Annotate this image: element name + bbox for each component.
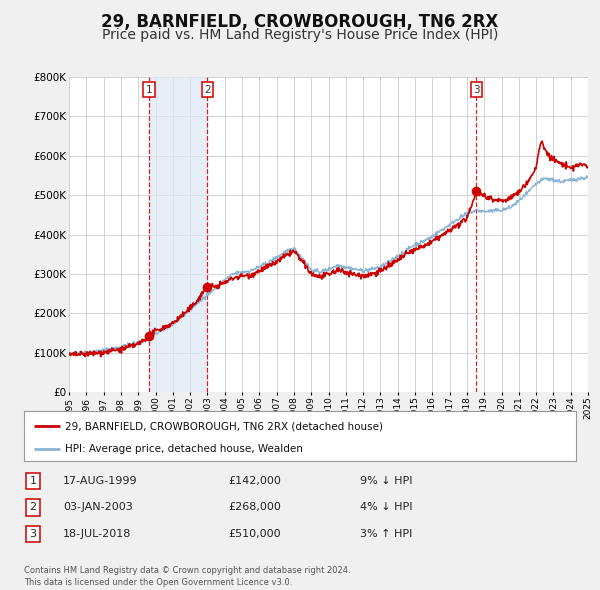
- Text: 03-JAN-2003: 03-JAN-2003: [63, 503, 133, 512]
- Point: [472, 186, 481, 196]
- Text: £268,000: £268,000: [228, 503, 281, 512]
- Text: 1: 1: [146, 84, 152, 94]
- Text: £142,000: £142,000: [228, 476, 281, 486]
- Text: 18-JUL-2018: 18-JUL-2018: [63, 529, 131, 539]
- Bar: [149, 77, 208, 392]
- Text: £510,000: £510,000: [228, 529, 281, 539]
- Point: [203, 282, 212, 291]
- Text: Contains HM Land Registry data © Crown copyright and database right 2024.
This d: Contains HM Land Registry data © Crown c…: [24, 566, 350, 587]
- Text: 3: 3: [473, 84, 479, 94]
- Text: 2: 2: [204, 84, 211, 94]
- Text: Price paid vs. HM Land Registry's House Price Index (HPI): Price paid vs. HM Land Registry's House …: [102, 28, 498, 42]
- Text: 2: 2: [29, 503, 37, 512]
- Text: 29, BARNFIELD, CROWBOROUGH, TN6 2RX (detached house): 29, BARNFIELD, CROWBOROUGH, TN6 2RX (det…: [65, 421, 383, 431]
- Text: 4% ↓ HPI: 4% ↓ HPI: [360, 503, 413, 512]
- Point: [144, 332, 154, 341]
- Text: 3% ↑ HPI: 3% ↑ HPI: [360, 529, 412, 539]
- Text: HPI: Average price, detached house, Wealden: HPI: Average price, detached house, Weal…: [65, 444, 303, 454]
- Text: 29, BARNFIELD, CROWBOROUGH, TN6 2RX: 29, BARNFIELD, CROWBOROUGH, TN6 2RX: [101, 13, 499, 31]
- Text: 1: 1: [29, 476, 37, 486]
- Text: 9% ↓ HPI: 9% ↓ HPI: [360, 476, 413, 486]
- Text: 17-AUG-1999: 17-AUG-1999: [63, 476, 137, 486]
- Text: 3: 3: [29, 529, 37, 539]
